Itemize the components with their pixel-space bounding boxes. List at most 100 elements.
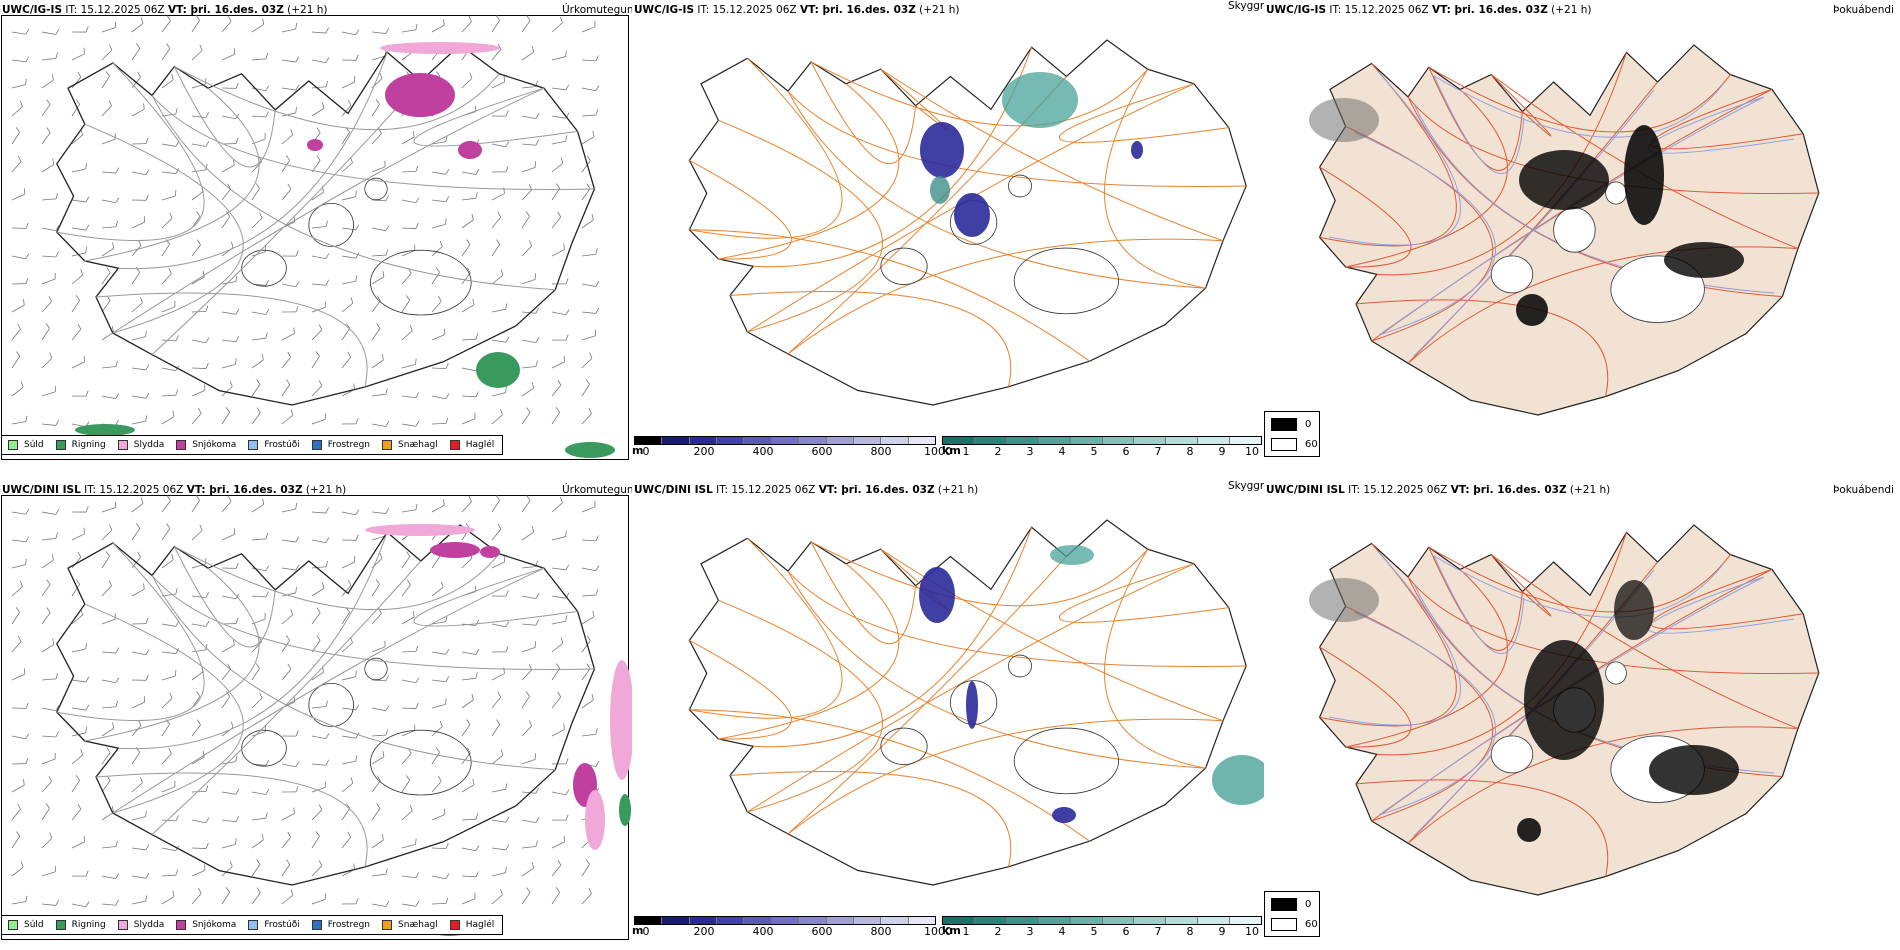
wind-barb [11, 421, 26, 425]
wind-barb [581, 59, 596, 62]
wind-barb [281, 188, 292, 201]
legend-item: Frostregn [311, 920, 370, 930]
wind-barb [521, 167, 536, 173]
wind-barb-flag [585, 859, 590, 865]
wind-barb [341, 808, 351, 821]
wind-barb [401, 753, 412, 765]
wind-barb-flag [46, 607, 51, 613]
wind-barb [251, 504, 265, 513]
fog-legend-item: 0 [1271, 418, 1311, 431]
colorbar-segment [717, 437, 745, 444]
wind-barb [11, 255, 26, 260]
wind-barb-flag [235, 755, 238, 762]
scale-tick-label: 8 [1186, 445, 1194, 458]
wind-barb [431, 621, 446, 625]
wind-barb [131, 651, 146, 656]
colorbar-segment [1070, 917, 1103, 924]
legend-item: Snjókoma [176, 440, 236, 450]
wind-barb [71, 328, 82, 341]
wind-barb [11, 586, 23, 597]
colorbar-segment [771, 917, 800, 924]
wind-barb [491, 392, 506, 397]
wind-barb [521, 867, 534, 877]
wind-barb-flag [145, 872, 150, 879]
wind-barb-flag [145, 194, 149, 201]
wind-barb [521, 86, 536, 89]
wind-barb-flag [287, 831, 292, 838]
wind-barb [41, 391, 56, 397]
wind-barb [131, 221, 145, 229]
wind-barb-flag [295, 786, 299, 793]
glacier-outline [369, 249, 472, 316]
fog-legend-item: 0 [1271, 898, 1311, 911]
wind-barb-flag [115, 393, 120, 399]
wind-barb-flag [385, 249, 389, 256]
wind-barb-flag [560, 637, 564, 644]
wind-barb [101, 651, 116, 654]
colorbar-segment [1102, 437, 1135, 444]
wind-barb [401, 170, 417, 173]
wind-barb [491, 872, 506, 877]
wind-barb [71, 648, 86, 653]
wind-barb [161, 306, 176, 313]
wind-barb-flag [175, 389, 179, 396]
wind-barb-flag [55, 29, 60, 35]
glacier-outline [364, 657, 388, 681]
wind-barb [581, 893, 592, 905]
wind-barb [131, 847, 146, 851]
legend-item: Rigning [55, 440, 106, 450]
wind-barb-flag [290, 409, 294, 416]
wind-barb [281, 160, 291, 173]
scale-tick-label: 4 [1058, 445, 1066, 458]
wind-barb-flag [235, 788, 240, 795]
wind-barb [551, 361, 565, 369]
wind-barb [371, 511, 386, 514]
wind-barb [311, 108, 324, 117]
wind-barb-flag [19, 580, 23, 587]
precip-type-map [11, 15, 615, 458]
wind-barb [251, 24, 265, 33]
wind-barb [71, 227, 86, 231]
wind-barb [41, 584, 51, 597]
wind-barb-flag [226, 691, 231, 697]
wind-barb [101, 171, 116, 174]
fog-legend: 0 60 [1264, 411, 1320, 457]
wind-barb [401, 679, 416, 684]
wind-barb-flag [175, 335, 179, 342]
wind-barb-flag [145, 674, 149, 681]
wind-barb-flag [475, 619, 480, 626]
colorbar-segment [744, 917, 772, 924]
wind-barb [371, 780, 381, 793]
colorbar-segment [853, 917, 882, 924]
wind-barb [101, 811, 114, 821]
wind-barb [161, 896, 175, 905]
wind-barb [41, 104, 51, 117]
wind-barb-flag [85, 390, 89, 397]
legend-swatch [55, 920, 66, 930]
colorbar-segment [1230, 917, 1262, 924]
wind-barb [41, 559, 54, 569]
wind-barb [311, 787, 326, 793]
wind-barb [101, 138, 116, 145]
wind-barb [41, 198, 56, 201]
wind-barb-flag [415, 420, 420, 427]
wind-barb [431, 587, 444, 597]
wind-barb-flag [565, 50, 567, 57]
wind-barb-flag [295, 730, 299, 737]
visibility-ceiling-map [688, 39, 1247, 406]
wind-barb [161, 651, 176, 654]
wind-barb-flag [140, 776, 143, 783]
wind-barb-flag [565, 334, 569, 341]
wind-barb [101, 226, 116, 229]
wind-barb [581, 864, 590, 877]
wind-barb [101, 618, 116, 625]
wind-barb-flag [85, 676, 90, 683]
wind-barb [521, 143, 536, 146]
wind-barb-flag [175, 588, 178, 595]
wind-barb [401, 29, 416, 33]
scale-tick-label: 1000 [924, 445, 952, 458]
wind-barb-flag [325, 80, 328, 87]
wind-barb [281, 592, 296, 597]
wind-barb-flag [51, 554, 54, 561]
wind-barb [581, 539, 596, 542]
